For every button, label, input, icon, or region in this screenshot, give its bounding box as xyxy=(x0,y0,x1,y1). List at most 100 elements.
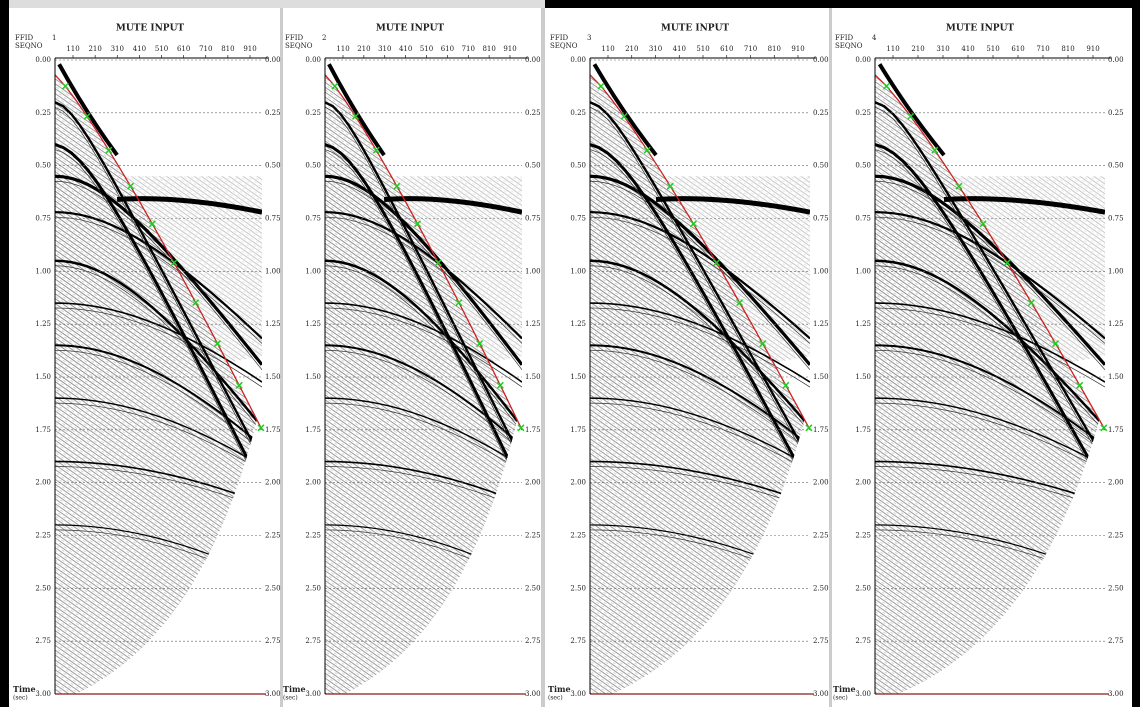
x-tick-label: 510 xyxy=(696,45,709,53)
mute-pick xyxy=(882,82,891,90)
seismic-event xyxy=(590,349,810,452)
mute-pick xyxy=(782,381,790,389)
y-tick-label: 0.25 xyxy=(813,109,829,117)
seismic-event xyxy=(325,460,522,505)
y-tick-label: 1.25 xyxy=(813,320,829,328)
time-unit: (sec) xyxy=(283,695,298,702)
y-tick-label: 2.25 xyxy=(1108,532,1124,540)
seqno-label: SEQNO xyxy=(835,42,863,50)
mute-pick xyxy=(931,146,939,154)
seismic-event xyxy=(875,143,1105,489)
seismic-event xyxy=(325,180,522,371)
mute-pick xyxy=(907,112,915,120)
mute-pick xyxy=(476,340,484,348)
seismic-event xyxy=(875,307,1105,388)
y-tick-label: 1.75 xyxy=(570,426,586,434)
mute-pick xyxy=(414,220,422,228)
ffid-label: FFID xyxy=(15,34,33,42)
x-tick-label: 410 xyxy=(399,45,412,53)
y-tick-label: 1.50 xyxy=(35,373,51,381)
mute-pick xyxy=(1003,259,1011,267)
y-tick-label: 0.50 xyxy=(525,162,541,170)
y-tick-label: 0.75 xyxy=(813,215,829,223)
y-tick-label: 2.50 xyxy=(305,584,321,592)
time-label: Time xyxy=(833,684,856,694)
y-tick-label: 2.00 xyxy=(855,479,871,487)
panel: 0.00 0.00 0.25 0.25 0.50 0.50 0.75 0.75 1.00 1.00… xyxy=(548,24,829,702)
y-tick-label: 3.00 xyxy=(813,690,829,698)
y-tick-label: 2.75 xyxy=(305,637,321,645)
mute-pick xyxy=(759,340,767,348)
y-tick-label: 2.75 xyxy=(265,637,281,645)
time-label: Time xyxy=(548,684,571,694)
x-tick-label: 310 xyxy=(378,45,391,53)
panel-title: MUTE INPUT xyxy=(376,24,445,34)
seismic-event xyxy=(325,211,522,340)
seismic-event xyxy=(55,149,262,493)
y-tick-label: 1.25 xyxy=(305,320,321,328)
seismic-event xyxy=(55,180,262,371)
mute-pick xyxy=(1076,381,1084,389)
mute-pick xyxy=(1100,424,1108,432)
mute-pick xyxy=(170,259,178,267)
mute-pick xyxy=(213,340,222,348)
toolbar xyxy=(9,0,545,8)
seismic-event xyxy=(590,106,810,466)
y-tick-label: 0.00 xyxy=(305,56,321,64)
seismic-event xyxy=(325,106,522,466)
seismic-event xyxy=(590,402,810,472)
x-tick-label: 810 xyxy=(768,45,781,53)
mute-pick xyxy=(689,220,697,228)
mute-pick xyxy=(597,82,605,90)
seismic-event xyxy=(325,259,522,428)
y-tick-label: 2.50 xyxy=(525,584,541,592)
seismic-event xyxy=(325,174,522,366)
y-tick-label: 1.75 xyxy=(35,426,51,434)
x-tick-label: 810 xyxy=(1061,45,1074,53)
seqno-label: SEQNO xyxy=(285,42,313,50)
seismic xyxy=(325,63,522,694)
x-tick-label: 110 xyxy=(66,45,79,53)
y-tick-label: 0.00 xyxy=(570,56,586,64)
seismic-event xyxy=(325,466,522,509)
seismic-event xyxy=(875,106,1105,466)
mute-pick xyxy=(127,182,135,190)
seismic-event xyxy=(590,466,810,509)
seismic-event xyxy=(590,180,810,371)
x-tick-label: 610 xyxy=(441,45,454,53)
y-tick-label: 3.00 xyxy=(570,690,586,698)
y-tick-label: 0.25 xyxy=(525,109,541,117)
y-tick-label: 0.50 xyxy=(813,162,829,170)
y-tick-label: 1.25 xyxy=(265,320,281,328)
x-tick-label: 710 xyxy=(199,45,212,53)
seismic-event xyxy=(590,101,810,462)
ffid-label: FFID xyxy=(550,34,568,42)
x-tick-label: 410 xyxy=(673,45,686,53)
y-tick-label: 1.50 xyxy=(570,373,586,381)
y-tick-label: 1.25 xyxy=(570,320,586,328)
separator xyxy=(541,8,545,707)
seismic-event xyxy=(875,180,1105,371)
y-tick-label: 1.75 xyxy=(1108,426,1124,434)
y-tick-label: 1.00 xyxy=(525,267,541,275)
mute-pick xyxy=(105,146,113,154)
x-tick-label: 910 xyxy=(1086,45,1099,53)
seismic-event xyxy=(325,101,522,462)
panel: 0.00 0.00 0.25 0.25 0.50 0.50 0.75 0.75 1.00 1.00… xyxy=(13,24,281,702)
y-tick-label: 3.00 xyxy=(305,690,321,698)
x-tick-label: 710 xyxy=(744,45,757,53)
panel-title: MUTE INPUT xyxy=(946,24,1015,34)
y-tick-label: 1.00 xyxy=(813,267,829,275)
y-tick-label: 2.50 xyxy=(265,584,281,592)
y-tick-label: 1.50 xyxy=(855,373,871,381)
seismic-event xyxy=(55,101,262,462)
y-tick-label: 1.75 xyxy=(525,426,541,434)
x-tick-label: 210 xyxy=(88,45,101,53)
seismic-event xyxy=(590,397,810,467)
seismic xyxy=(590,63,810,694)
y-tick-label: 1.00 xyxy=(35,267,51,275)
x-tick-label: 510 xyxy=(420,45,433,53)
y-tick-label: 0.25 xyxy=(855,109,871,117)
seismic-event xyxy=(325,265,522,433)
